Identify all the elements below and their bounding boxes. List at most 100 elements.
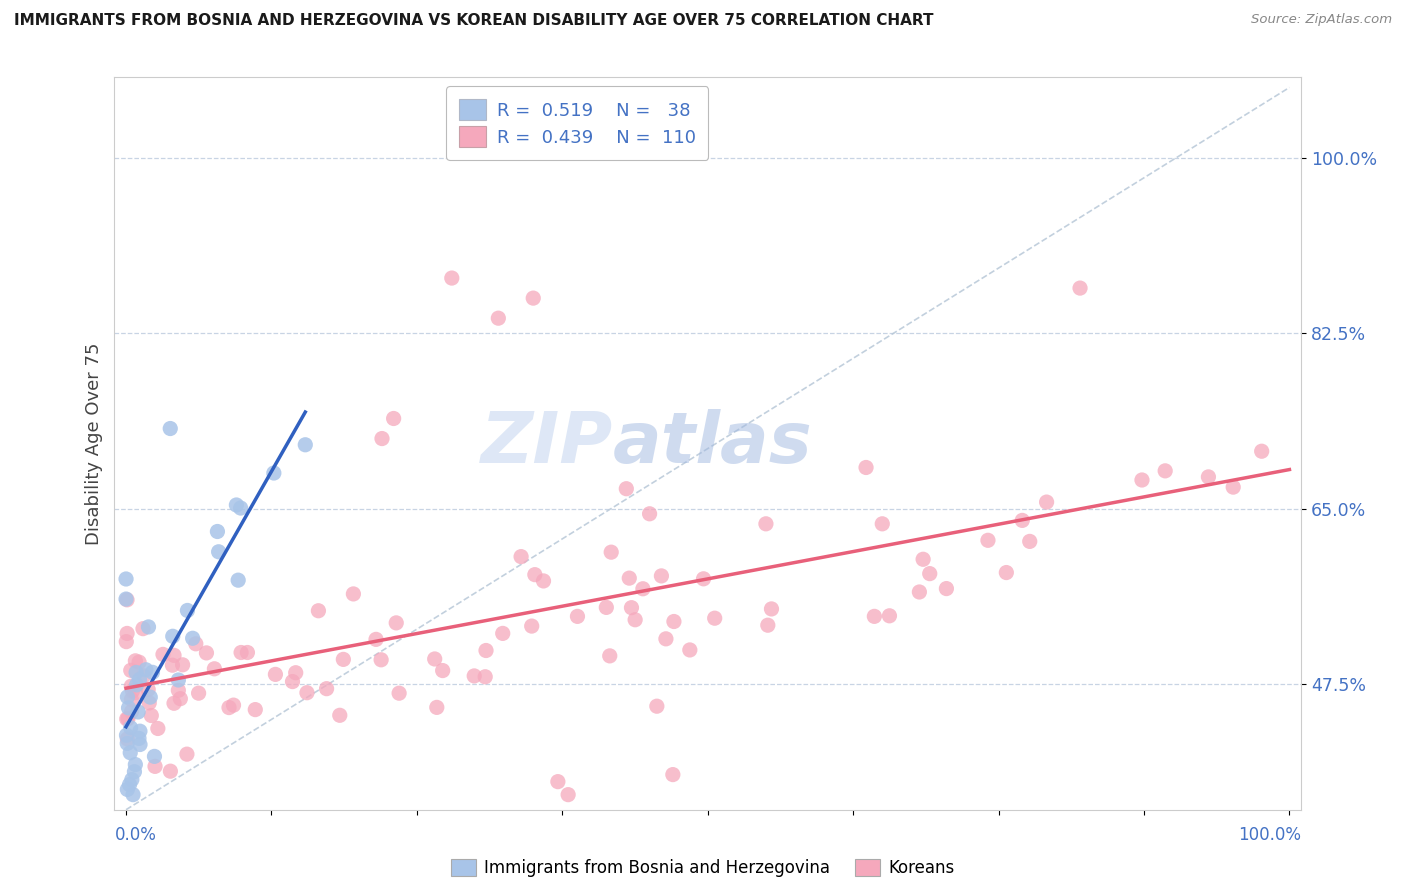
Point: [371, 432, 394, 446]
Point: [863, 609, 886, 624]
Point: [1154, 464, 1177, 478]
Point: [207, 545, 229, 559]
Point: [159, 421, 181, 435]
Point: [624, 613, 647, 627]
Point: [486, 311, 509, 326]
Point: [115, 736, 138, 750]
Text: IMMIGRANTS FROM BOSNIA AND HERZEGOVINA VS KOREAN DISABILITY AGE OVER 75 CORRELAT: IMMIGRANTS FROM BOSNIA AND HERZEGOVINA V…: [14, 13, 934, 29]
Point: [1197, 470, 1219, 484]
Point: [176, 603, 198, 617]
Point: [655, 632, 678, 646]
Point: [120, 746, 142, 760]
Point: [121, 772, 143, 787]
Point: [614, 482, 637, 496]
Point: [115, 728, 138, 742]
Point: [115, 626, 138, 640]
Point: [463, 669, 485, 683]
Point: [120, 705, 142, 719]
Point: [187, 686, 209, 700]
Point: [117, 690, 139, 704]
Point: [129, 724, 152, 739]
Point: [125, 665, 148, 680]
Point: [600, 545, 623, 559]
Point: [631, 582, 654, 596]
Point: [474, 670, 496, 684]
Point: [122, 788, 145, 802]
Point: [143, 749, 166, 764]
Point: [163, 696, 186, 710]
Text: ZIP: ZIP: [481, 409, 613, 478]
Point: [128, 673, 150, 687]
Point: [522, 291, 544, 305]
Point: [567, 609, 589, 624]
Point: [236, 645, 259, 659]
Point: [117, 701, 139, 715]
Point: [172, 657, 194, 672]
Point: [226, 573, 249, 587]
Point: [619, 571, 641, 585]
Point: [117, 731, 139, 746]
Point: [139, 690, 162, 705]
Point: [595, 600, 617, 615]
Point: [222, 698, 245, 713]
Point: [218, 700, 240, 714]
Text: 100.0%: 100.0%: [1239, 826, 1301, 844]
Point: [120, 721, 142, 735]
Point: [855, 460, 877, 475]
Point: [167, 673, 190, 687]
Text: atlas: atlas: [613, 409, 813, 478]
Legend: Immigrants from Bosnia and Herzegovina, Koreans: Immigrants from Bosnia and Herzegovina, …: [444, 852, 962, 884]
Point: [492, 626, 515, 640]
Point: [127, 705, 149, 719]
Point: [162, 629, 184, 643]
Point: [756, 618, 779, 632]
Point: [115, 712, 138, 726]
Point: [870, 516, 893, 531]
Point: [143, 759, 166, 773]
Point: [124, 685, 146, 699]
Point: [315, 681, 337, 696]
Point: [650, 569, 672, 583]
Point: [245, 703, 267, 717]
Point: [120, 679, 142, 693]
Point: [132, 669, 155, 683]
Point: [1011, 513, 1033, 527]
Point: [229, 501, 252, 516]
Point: [138, 620, 160, 634]
Point: [195, 646, 218, 660]
Point: [755, 516, 778, 531]
Point: [162, 658, 184, 673]
Point: [918, 566, 941, 581]
Point: [385, 615, 408, 630]
Text: 0.0%: 0.0%: [114, 826, 156, 844]
Point: [120, 692, 142, 706]
Point: [1130, 473, 1153, 487]
Point: [136, 682, 159, 697]
Point: [281, 674, 304, 689]
Point: [557, 788, 579, 802]
Point: [294, 438, 316, 452]
Point: [761, 602, 783, 616]
Point: [141, 708, 163, 723]
Point: [692, 572, 714, 586]
Point: [432, 664, 454, 678]
Point: [332, 652, 354, 666]
Point: [645, 699, 668, 714]
Point: [1222, 480, 1244, 494]
Point: [510, 549, 533, 564]
Point: [115, 572, 138, 586]
Point: [912, 552, 935, 566]
Point: [159, 764, 181, 779]
Point: [121, 684, 143, 698]
Point: [225, 498, 247, 512]
Text: Source: ZipAtlas.com: Source: ZipAtlas.com: [1251, 13, 1392, 27]
Point: [207, 524, 229, 539]
Point: [599, 648, 621, 663]
Point: [342, 587, 364, 601]
Point: [662, 767, 685, 781]
Point: [132, 622, 155, 636]
Point: [533, 574, 555, 588]
Point: [115, 592, 138, 607]
Point: [620, 600, 643, 615]
Point: [370, 653, 392, 667]
